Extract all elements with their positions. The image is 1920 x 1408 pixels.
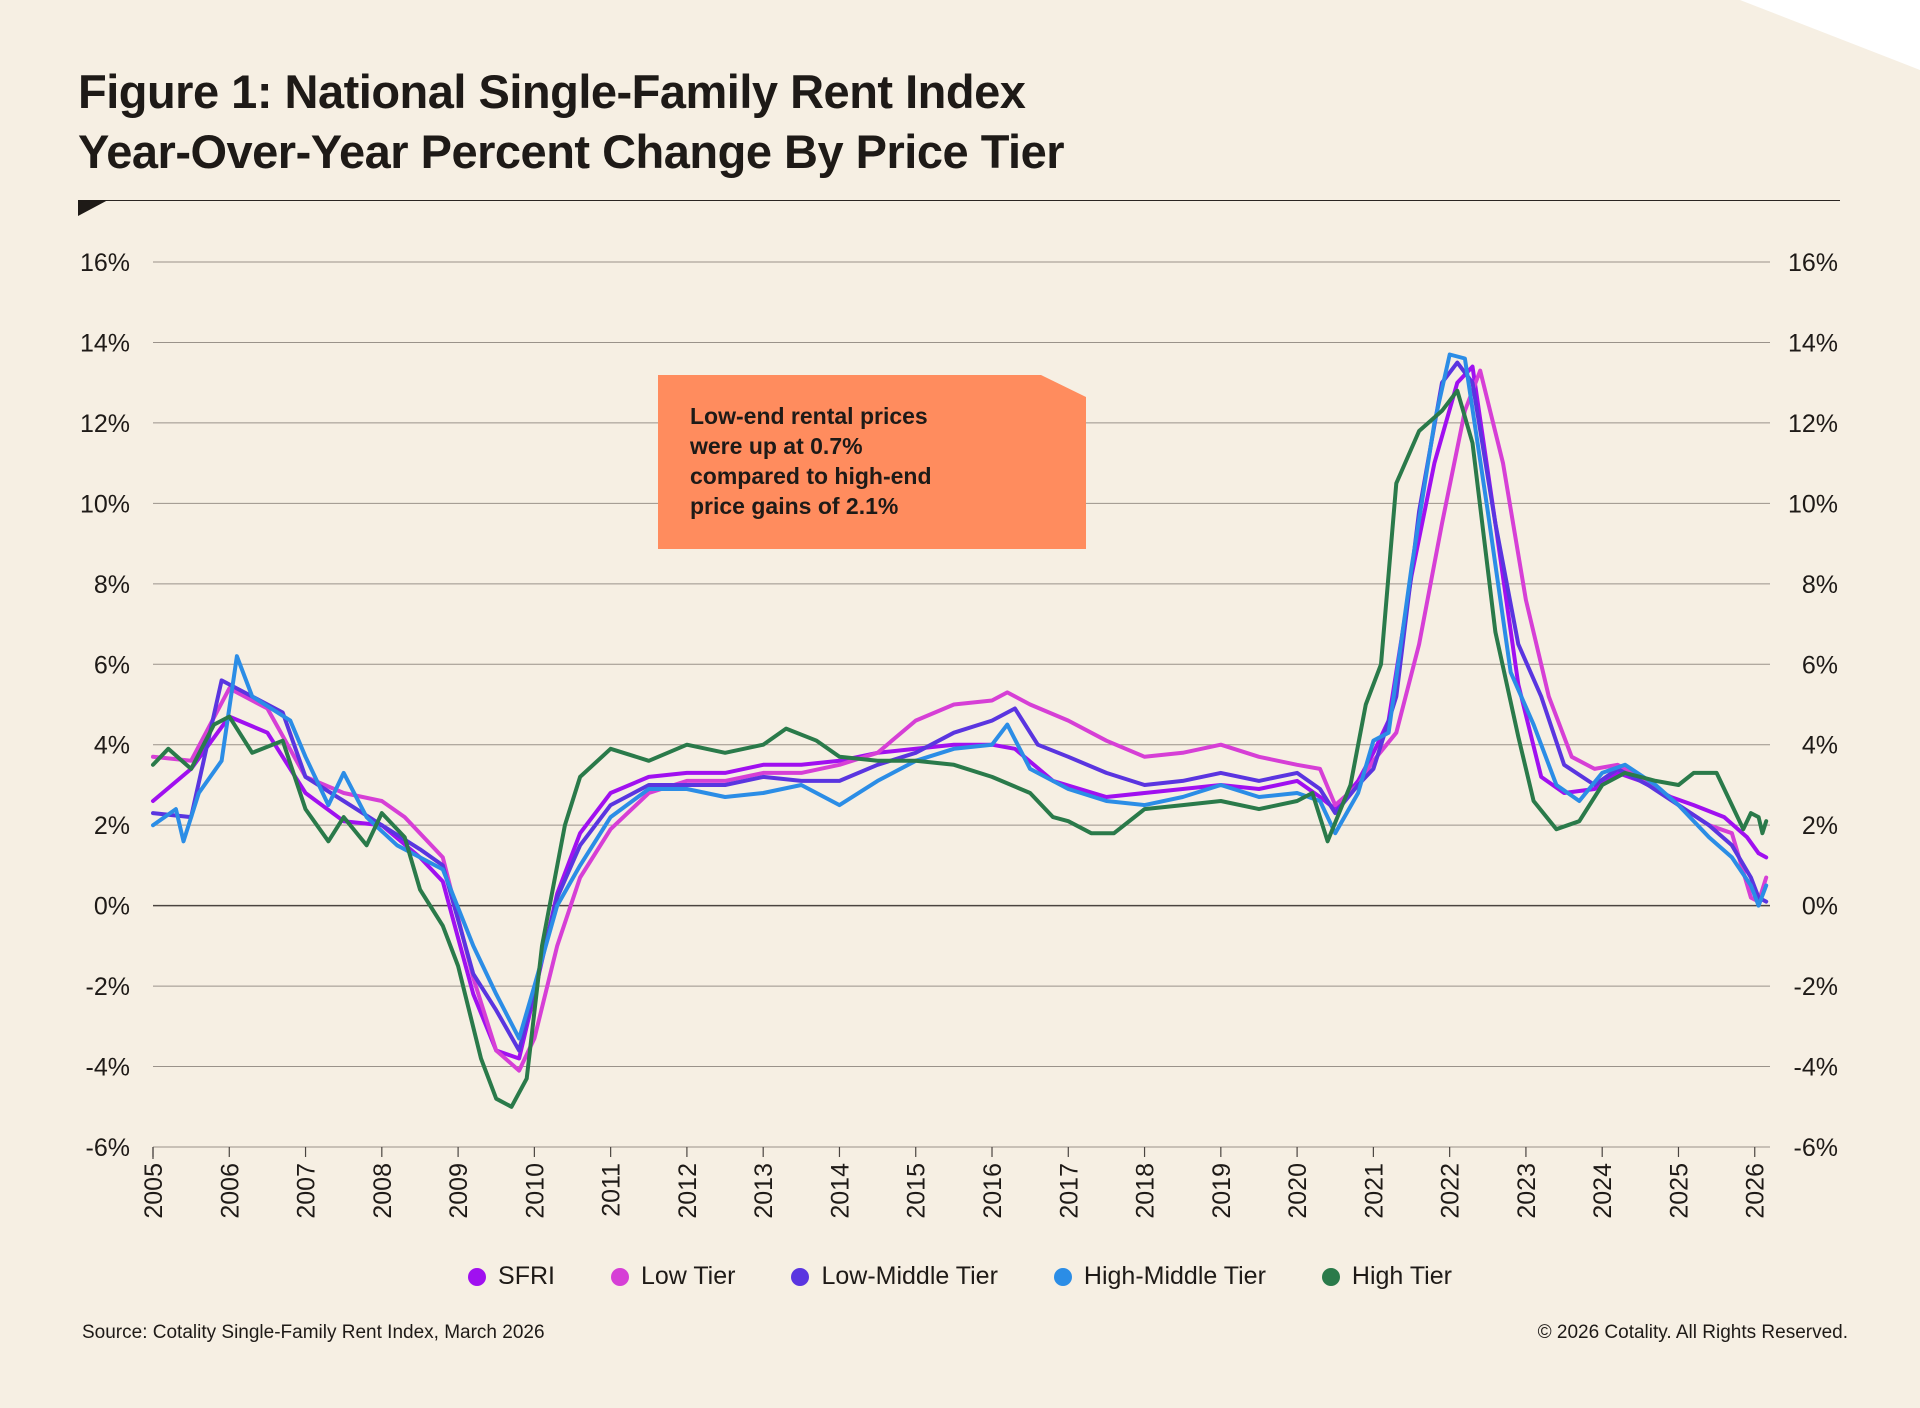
legend-label: High Tier — [1351, 1262, 1452, 1290]
x-axis: 2005 2006 2007 2008 2009 2010 2011 2012 2013 2014… — [140, 1147, 1770, 1219]
chart-title: Figure 1: National Single-Family Rent In… — [78, 62, 1065, 182]
y-tick-label-left: 4% — [94, 732, 130, 760]
y-tick-label-left: -2% — [86, 973, 130, 1001]
y-axis-right: -6% -4% -2% 0% 2% 4% 6% 8% 10% 12% 14% 16% — [1788, 249, 1838, 1162]
y-tick-label-left: 6% — [94, 651, 130, 679]
x-tick-label: 2007 — [293, 1163, 321, 1219]
y-tick-label-left: 0% — [94, 893, 130, 921]
x-tick-label: 2019 — [1208, 1163, 1236, 1219]
x-tick-label: 2022 — [1437, 1163, 1465, 1219]
x-tick-label: 2010 — [521, 1163, 549, 1219]
x-tick-label: 2012 — [674, 1163, 702, 1219]
y-tick-label-right: 10% — [1788, 490, 1838, 518]
legend-label: High-Middle Tier — [1083, 1262, 1266, 1290]
y-tick-label-right: 4% — [1802, 732, 1838, 760]
x-tick-label: 2009 — [445, 1163, 473, 1219]
x-tick-label: 2017 — [1055, 1163, 1083, 1219]
legend-label: SFRI — [498, 1262, 555, 1290]
source-note: Source: Cotality Single-Family Rent Inde… — [82, 1322, 545, 1343]
callout-text: Low-end rental prices were up at 0.7% co… — [690, 403, 932, 519]
legend-item: High Tier — [1321, 1262, 1452, 1291]
x-tick-label: 2013 — [750, 1163, 778, 1219]
x-tick-label: 2005 — [140, 1163, 168, 1219]
title-line-1: Figure 1: National Single-Family Rent In… — [78, 65, 1026, 118]
x-tick-label: 2026 — [1742, 1163, 1770, 1219]
series-line-high-tier — [151, 388, 1769, 1109]
y-tick-label-left: 16% — [80, 249, 130, 277]
series-line-low-middle-tier — [151, 360, 1769, 1053]
x-tick-label: 2021 — [1360, 1163, 1388, 1219]
y-tick-label-right: -4% — [1794, 1054, 1838, 1082]
y-tick-label-right: 2% — [1802, 812, 1838, 840]
legend-label: Low-Middle Tier — [821, 1262, 998, 1290]
y-tick-label-right: 8% — [1802, 571, 1838, 599]
legend-item: Low Tier — [610, 1262, 736, 1291]
legend-dot-icon — [1053, 1267, 1072, 1286]
x-tick-label: 2024 — [1589, 1163, 1617, 1219]
legend-dot-icon — [791, 1267, 810, 1286]
y-tick-label-right: 16% — [1788, 249, 1838, 277]
x-tick-label: 2018 — [1132, 1163, 1160, 1219]
corner-fold — [1740, 0, 1920, 70]
legend-dot-icon — [610, 1267, 629, 1286]
legend-label: Low Tier — [640, 1262, 736, 1290]
y-tick-label-left: 14% — [80, 329, 130, 357]
y-tick-label-left: 8% — [94, 571, 130, 599]
legend-item: High-Middle Tier — [1053, 1262, 1266, 1291]
y-tick-label-right: 14% — [1788, 329, 1838, 357]
y-tick-label-right: -6% — [1794, 1134, 1838, 1162]
rule-marker — [78, 200, 108, 216]
legend-item: SFRI — [468, 1262, 555, 1291]
series-lines — [151, 352, 1769, 1109]
legend: SFRI Low Tier Low-Middle Tier High-Middle T… — [0, 1262, 1920, 1291]
y-tick-label-left: 2% — [94, 812, 130, 840]
x-tick-label: 2014 — [826, 1163, 854, 1219]
x-tick-label: 2023 — [1513, 1163, 1541, 1219]
y-tick-label-right: 0% — [1802, 893, 1838, 921]
x-tick-label: 2020 — [1284, 1163, 1312, 1219]
title-rule — [78, 200, 1840, 201]
y-tick-label-left: -6% — [86, 1134, 130, 1162]
y-tick-label-left: 10% — [80, 490, 130, 518]
callout-box: Low-end rental prices were up at 0.7% co… — [658, 375, 1086, 549]
legend-item: Low-Middle Tier — [791, 1262, 998, 1291]
series-line-sfri — [151, 364, 1769, 1061]
copyright-note: © 2026 Cotality. All Rights Reserved. — [1537, 1322, 1848, 1343]
y-tick-label-left: 12% — [80, 410, 130, 438]
x-tick-label: 2011 — [598, 1163, 626, 1217]
x-tick-label: 2008 — [369, 1163, 397, 1219]
y-axis-left: -6% -4% -2% 0% 2% 4% 6% 8% 10% 12% 14% 16% — [80, 249, 130, 1162]
y-tick-label-right: 6% — [1802, 651, 1838, 679]
y-tick-label-right: 12% — [1788, 410, 1838, 438]
legend-dot-icon — [1321, 1267, 1340, 1286]
title-line-2: Year-Over-Year Percent Change By Price T… — [78, 125, 1065, 178]
x-tick-label: 2015 — [903, 1163, 931, 1219]
x-tick-label: 2006 — [216, 1163, 244, 1219]
x-tick-label: 2025 — [1665, 1163, 1693, 1219]
series-line-high-middle-tier — [151, 352, 1769, 1041]
y-tick-label-left: -4% — [86, 1054, 130, 1082]
y-tick-label-right: -2% — [1794, 973, 1838, 1001]
legend-dot-icon — [468, 1267, 487, 1286]
series-line-low-tier — [151, 368, 1769, 1073]
x-tick-label: 2016 — [979, 1163, 1007, 1219]
